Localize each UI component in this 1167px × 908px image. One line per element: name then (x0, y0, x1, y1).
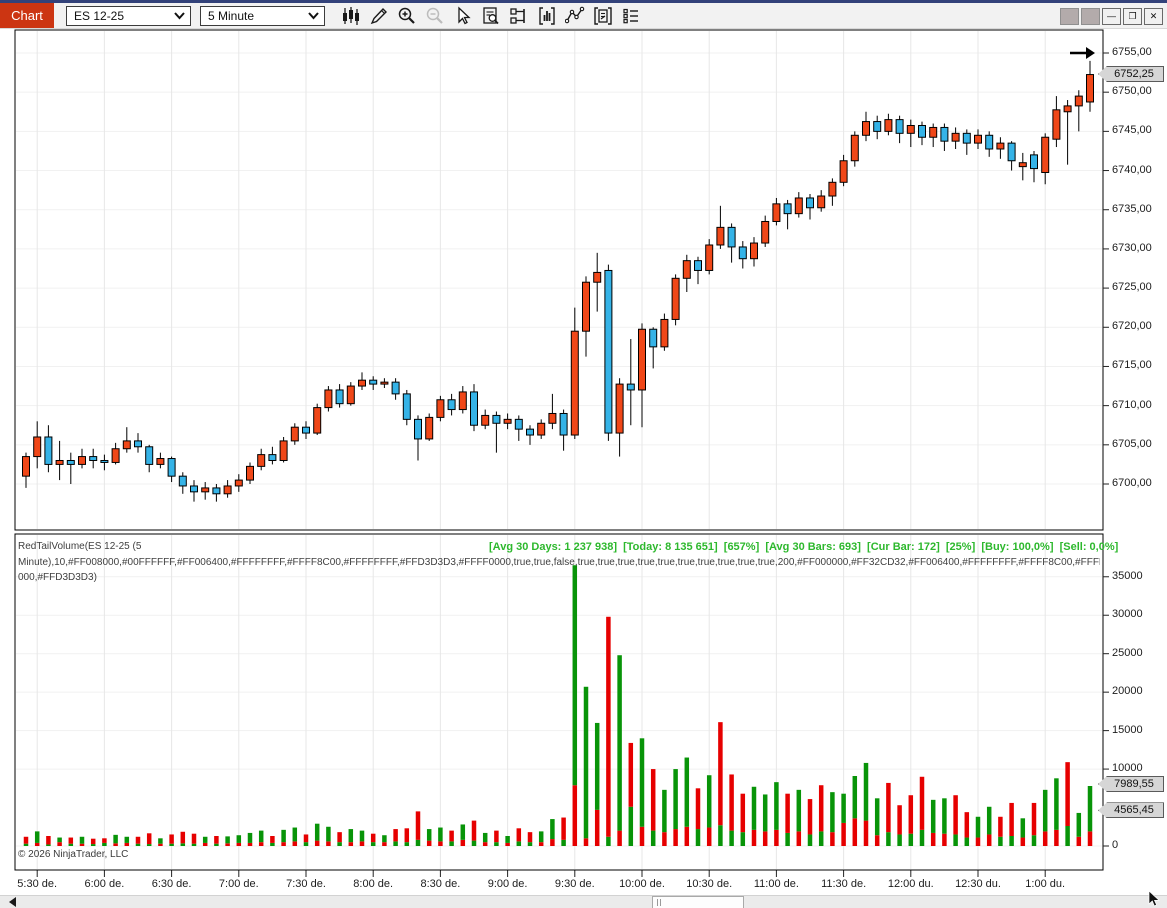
indicator-label-line2: Minute),10,#FF008000,#00FFFFFF,#FF006400… (18, 556, 1100, 568)
toolbar-icons (337, 5, 645, 27)
time-axis-label: 9:00 de. (487, 878, 528, 890)
axis-label: 15000 (1112, 723, 1143, 736)
data-box-icon[interactable] (477, 5, 505, 27)
volume-marker-tag-1: 7989,55 (1098, 776, 1164, 793)
strategies-icon[interactable] (589, 5, 617, 27)
axis-label: 6740,00 (1112, 163, 1152, 176)
draw-pencil-icon[interactable] (365, 5, 393, 27)
drawing-tools-icon[interactable] (561, 5, 589, 27)
volume-stats-readout: [Avg 30 Days: 1 237 938] [Today: 8 135 6… (489, 541, 1119, 553)
toolbar: Chart ES 12-25 5 Minute (0, 3, 1167, 29)
time-axis-label: 9:30 de. (554, 878, 595, 890)
time-axis-label: 8:30 de. (420, 878, 461, 890)
cursor-icon[interactable] (449, 5, 477, 27)
zoom-in-icon[interactable] (393, 5, 421, 27)
axis-label: 6725,00 (1112, 281, 1152, 294)
window-button-blank[interactable] (1060, 8, 1079, 25)
axis-label: 6730,00 (1112, 241, 1152, 254)
chart-trader-icon[interactable] (505, 5, 533, 27)
axis-label: 6735,00 (1112, 202, 1152, 215)
interval-value: 5 Minute (208, 8, 255, 23)
axis-label: 6710,00 (1112, 398, 1152, 411)
scroll-left-arrow[interactable] (9, 897, 16, 907)
time-axis-label: 12:30 du. (955, 878, 1001, 890)
axis-label: 6720,00 (1112, 320, 1152, 333)
indicators-icon[interactable] (533, 5, 561, 27)
axis-label: 6700,00 (1112, 477, 1152, 489)
time-axis-label: 10:00 de. (619, 878, 665, 890)
chevron-down-icon (307, 11, 320, 20)
axis-label: 0 (1112, 839, 1119, 851)
window-button-blank[interactable] (1081, 8, 1100, 25)
time-axis-label: 7:30 de. (286, 878, 326, 890)
window-top-edge (0, 0, 1167, 3)
chart-style-icon[interactable] (337, 5, 365, 27)
time-axis-label: 12:00 du. (887, 878, 934, 890)
time-axis-label: 11:00 de. (753, 878, 799, 890)
indicator-label: RedTailVolume(ES 12-25 (5 Minute),10,#FF… (18, 539, 1100, 586)
axis-label: 20000 (1112, 685, 1143, 698)
chart-tab[interactable]: Chart (0, 3, 54, 28)
axis-label: 6750,00 (1112, 85, 1152, 98)
close-button[interactable]: ✕ (1144, 8, 1163, 25)
axis-label: 10000 (1112, 762, 1143, 775)
volume-marker-tag-2: 4565,45 (1098, 802, 1164, 819)
indicator-label-line1: RedTailVolume(ES 12-25 (5 (18, 541, 142, 552)
copyright-text: © 2026 NinjaTrader, LLC (18, 849, 129, 860)
window-controls: — ❐ ✕ (1060, 8, 1163, 25)
horizontal-scrollbar[interactable] (0, 895, 1167, 908)
properties-icon[interactable] (617, 5, 645, 27)
time-axis-label: 1:00 du. (1025, 878, 1066, 890)
time-axis-label: 6:00 de. (84, 878, 125, 890)
chevron-down-icon (173, 11, 186, 20)
axis-label: 6745,00 (1112, 124, 1152, 137)
time-axis-label: 11:30 de. (821, 878, 867, 890)
axis-label: 25000 (1112, 646, 1143, 659)
time-axis-label: 8:00 de. (353, 878, 394, 890)
minimize-button[interactable]: — (1102, 8, 1121, 25)
time-axis-label: 5:30 de. (17, 878, 58, 890)
zoom-out-icon[interactable] (421, 5, 449, 27)
time-axis-label: 10:30 de. (686, 878, 733, 890)
scrollbar-thumb[interactable] (652, 896, 744, 908)
interval-select[interactable]: 5 Minute (200, 5, 325, 26)
last-price-tag: 6752,25 (1098, 66, 1164, 83)
instrument-value: ES 12-25 (74, 8, 125, 23)
axis-label: 6755,00 (1112, 46, 1152, 58)
axis-label: 6715,00 (1112, 359, 1152, 372)
indicator-label-line3: 000,#FFD3D3D3) (18, 572, 97, 583)
mouse-cursor (1148, 891, 1160, 907)
time-axis-label: 7:00 de. (218, 878, 259, 890)
axis-label: 6705,00 (1112, 437, 1152, 450)
restore-button[interactable]: ❐ (1123, 8, 1142, 25)
axis-label: 30000 (1112, 608, 1143, 621)
instrument-select[interactable]: ES 12-25 (66, 5, 191, 26)
time-axis-label: 6:30 de. (151, 878, 192, 890)
scrollbar-grip (657, 899, 658, 906)
axis-label: 35000 (1112, 569, 1143, 582)
